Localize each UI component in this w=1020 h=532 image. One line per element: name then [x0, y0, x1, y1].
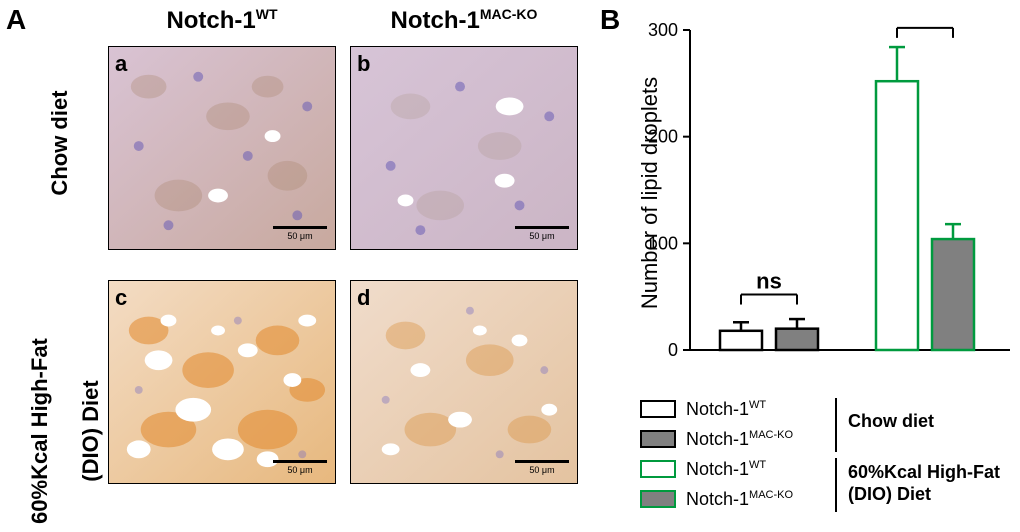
micrograph-c-svg — [109, 281, 335, 483]
legend-group-label-hfd: 60%Kcal High-Fat (DIO) Diet — [848, 462, 1000, 505]
micrograph-b-scalebar: 50 μm — [515, 226, 569, 241]
micrograph-d-sub: d — [357, 285, 370, 311]
micrograph-d-svg — [351, 281, 577, 483]
row-label-chow: Chow diet — [47, 63, 73, 223]
micrograph-d: d 50 μm — [350, 280, 578, 484]
sig-label: ** — [916, 20, 935, 28]
bar — [720, 331, 762, 350]
col-header-ko: Notch-1MAC-KO — [350, 6, 578, 35]
legend-row: Notch-1WT — [640, 398, 1020, 420]
y-tick-label: 0 — [668, 340, 678, 360]
legend-swatch — [640, 460, 676, 478]
legend-swatch — [640, 430, 676, 448]
legend-group-label-chow: Chow diet — [848, 411, 934, 432]
legend-swatch — [640, 400, 676, 418]
col-header-wt-sup: WT — [256, 6, 278, 22]
y-axis-label: Number of lipid droplets — [637, 53, 663, 333]
micrograph-c-sub: c — [115, 285, 127, 311]
bar — [932, 239, 974, 350]
row-label-hfd-line1: 60%Kcal High-Fat — [27, 338, 52, 524]
micrograph-d-scale: 50 μm — [515, 465, 569, 475]
legend-row: Notch-1MAC-KO — [640, 428, 1020, 450]
bar — [876, 81, 918, 350]
col-header-wt: Notch-1WT — [108, 6, 336, 35]
micrograph-c: c 50 μm — [108, 280, 336, 484]
micrograph-c-scale: 50 μm — [273, 465, 327, 475]
bar-chart: 0100200300ns** — [620, 20, 1020, 380]
micrograph-a-scalebar: 50 μm — [273, 226, 327, 241]
col-header-wt-prefix: Notch-1 — [166, 7, 255, 34]
col-header-ko-prefix: Notch-1 — [391, 7, 480, 34]
panel-a-letter: A — [6, 4, 26, 36]
panel-b-letter: B — [600, 4, 620, 36]
legend-label: Notch-1WT — [686, 399, 766, 420]
bar-chart-svg: 0100200300ns** — [620, 20, 1020, 380]
figure-root: A Notch-1WT Notch-1MAC-KO Chow diet 60%K… — [0, 0, 1020, 532]
micrograph-a-scale: 50 μm — [273, 231, 327, 241]
bar — [776, 329, 818, 350]
micrograph-a: a 50 μm — [108, 46, 336, 250]
legend: Notch-1WT Notch-1MAC-KO Notch-1WT Notch-1MA… — [640, 398, 1020, 518]
micrograph-a-sub: a — [115, 51, 127, 77]
col-header-ko-sup: MAC-KO — [480, 6, 538, 22]
legend-label: Notch-1MAC-KO — [686, 429, 793, 450]
legend-swatch — [640, 490, 676, 508]
legend-group-divider — [835, 458, 837, 512]
micrograph-a-svg — [109, 47, 335, 249]
legend-label: Notch-1MAC-KO — [686, 489, 793, 510]
y-tick-label: 300 — [648, 20, 678, 40]
micrograph-b-scale: 50 μm — [515, 231, 569, 241]
micrograph-b-svg — [351, 47, 577, 249]
micrograph-c-scalebar: 50 μm — [273, 460, 327, 475]
micrograph-d-scalebar: 50 μm — [515, 460, 569, 475]
row-label-hfd-line2: (DIO) Diet — [78, 380, 103, 481]
sig-label: ns — [756, 269, 782, 294]
legend-label: Notch-1WT — [686, 459, 766, 480]
legend-group-divider — [835, 398, 837, 452]
micrograph-b-sub: b — [357, 51, 370, 77]
micrograph-b: b 50 μm — [350, 46, 578, 250]
